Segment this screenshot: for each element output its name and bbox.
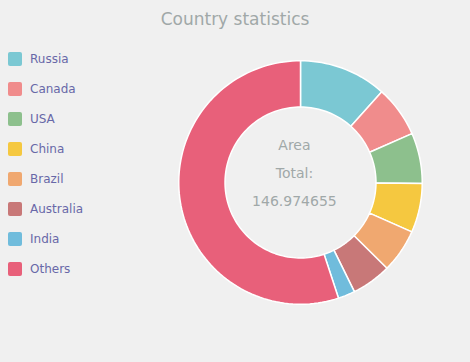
svg-text:146.974655: 146.974655 [252, 193, 337, 209]
svg-text:Total:: Total: [275, 165, 313, 181]
html-text:India: India [30, 232, 60, 246]
html-text:Canada: Canada [30, 82, 76, 96]
html-text:Others: Others [30, 262, 71, 276]
svg-text:Area: Area [278, 137, 310, 153]
html-text:USA: USA [30, 112, 55, 126]
html-text:Brazil: Brazil [30, 172, 64, 186]
html-text:China: China [30, 142, 65, 156]
html-text:Country statistics: Country statistics [160, 9, 310, 29]
html-text:Russia: Russia [30, 52, 69, 66]
html-text:Australia: Australia [30, 202, 84, 216]
